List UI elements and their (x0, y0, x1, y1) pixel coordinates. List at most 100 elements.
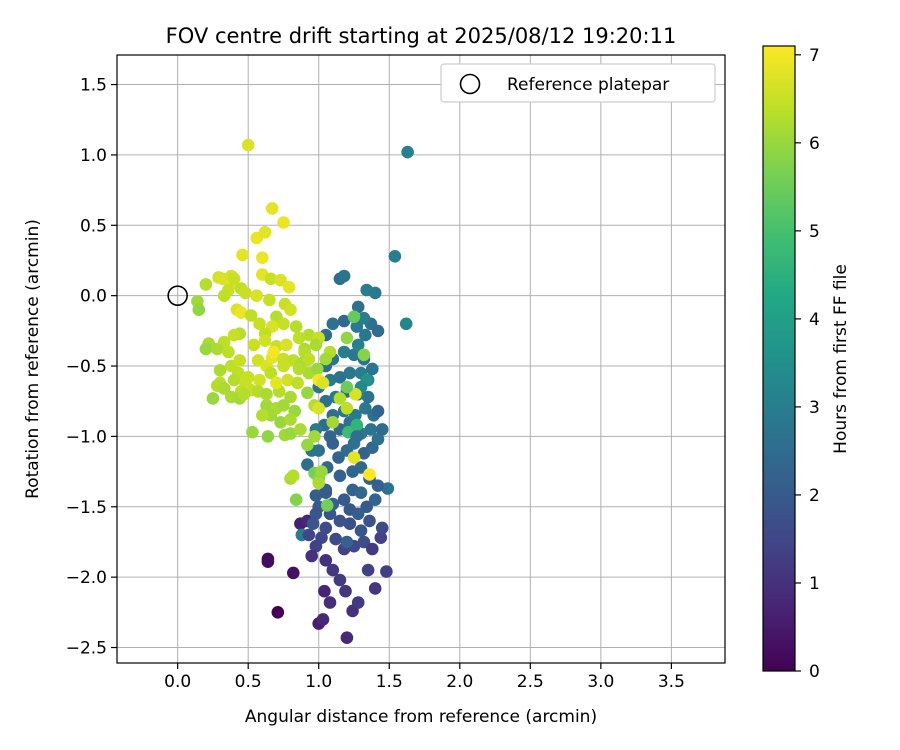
x-axis-label: Angular distance from reference (arcmin) (245, 707, 597, 727)
data-point (244, 309, 258, 322)
data-point (326, 563, 340, 577)
y-tick-label: 1.0 (80, 146, 107, 166)
y-tick-label: −2.5 (66, 639, 107, 659)
data-point (309, 338, 323, 352)
data-point (301, 458, 314, 471)
data-point (368, 582, 382, 595)
data-point (340, 631, 354, 644)
data-point (264, 366, 278, 380)
data-point (347, 451, 361, 464)
legend: Reference platepar (440, 63, 716, 103)
data-point (320, 499, 334, 512)
data-point (359, 402, 372, 415)
data-point (374, 531, 388, 544)
colorbar-ticks: 0 1 2 3 4 5 6 7 (795, 46, 820, 682)
data-point (192, 303, 206, 317)
x-axis: 0.0 0.5 1.0 1.5 2.0 2.5 3.0 3.5 (164, 663, 685, 692)
data-point (301, 438, 314, 452)
grid (117, 55, 725, 663)
data-point (354, 486, 368, 500)
data-point (261, 430, 275, 443)
data-point (315, 531, 328, 544)
x-tick-label: 1.5 (376, 672, 403, 692)
data-point (270, 376, 283, 390)
data-point (337, 493, 351, 507)
data-point (347, 348, 361, 362)
reference-platepar-marker (167, 285, 188, 306)
data-point (289, 320, 303, 333)
data-point (319, 521, 333, 535)
data-point (312, 476, 326, 490)
data-point (381, 482, 395, 495)
colorbar-tick-label: 5 (809, 222, 820, 242)
data-point (359, 328, 372, 342)
data-point (274, 273, 287, 287)
colorbar-label: Hours from first FF file (831, 264, 851, 454)
data-point (340, 535, 354, 549)
data-point (281, 373, 295, 387)
colorbar-tick-label: 3 (809, 398, 820, 418)
data-point (274, 416, 287, 429)
y-tick-label: −1.0 (66, 427, 107, 447)
data-point (206, 392, 220, 405)
data-point (318, 584, 331, 598)
chart-title: FOV centre drift starting at 2025/08/12 … (166, 24, 677, 48)
data-point (277, 317, 290, 331)
y-tick-label: −1.5 (66, 498, 107, 518)
data-point (280, 338, 293, 352)
data-point (210, 342, 224, 356)
data-point (326, 317, 340, 331)
data-point (284, 427, 297, 440)
colorbar: 0 1 2 3 4 5 6 7 Hours from first FF file (762, 45, 851, 682)
data-point (241, 138, 255, 152)
data-point (363, 468, 376, 481)
x-tick-label: 0.0 (164, 672, 191, 692)
y-axis-label: Rotation from reference (arcmin) (23, 219, 43, 499)
data-point (332, 451, 345, 464)
data-point (357, 348, 371, 362)
data-point (277, 359, 290, 373)
colorbar-tick-label: 4 (809, 310, 820, 330)
data-point (222, 345, 235, 359)
colorbar-tick-label: 7 (809, 46, 820, 66)
legend-marker-icon (459, 73, 481, 95)
data-point (263, 293, 276, 307)
colorbar-tick-label: 1 (809, 574, 820, 594)
data-point (354, 524, 368, 537)
data-point (319, 352, 333, 366)
data-point (289, 493, 303, 507)
x-tick-label: 3.0 (587, 672, 614, 692)
data-point (258, 226, 272, 239)
data-point (366, 362, 379, 376)
legend-box (440, 63, 716, 103)
data-point (302, 352, 316, 366)
data-point (371, 404, 385, 418)
data-point (371, 432, 385, 446)
data-point (340, 331, 354, 345)
legend-label: Reference platepar (507, 75, 669, 95)
data-point (306, 517, 320, 530)
data-point (349, 387, 362, 401)
data-point (350, 418, 364, 432)
plot-frame (116, 54, 726, 664)
data-point (302, 328, 316, 342)
data-point (227, 328, 241, 342)
data-point (337, 269, 351, 283)
data-point (234, 306, 248, 319)
data-point (333, 371, 347, 384)
data-point (329, 532, 343, 546)
data-point (292, 362, 306, 376)
data-point (375, 521, 389, 535)
data-point (271, 606, 285, 619)
data-point (260, 387, 273, 401)
data-point (361, 390, 375, 404)
data-point (319, 486, 333, 500)
y-tick-label: 0.5 (80, 216, 107, 236)
data-point (267, 345, 280, 359)
data-point (316, 613, 330, 626)
data-point (265, 202, 279, 215)
data-point (261, 555, 275, 568)
data-point (366, 542, 379, 556)
x-tick-label: 1.0 (305, 672, 332, 692)
